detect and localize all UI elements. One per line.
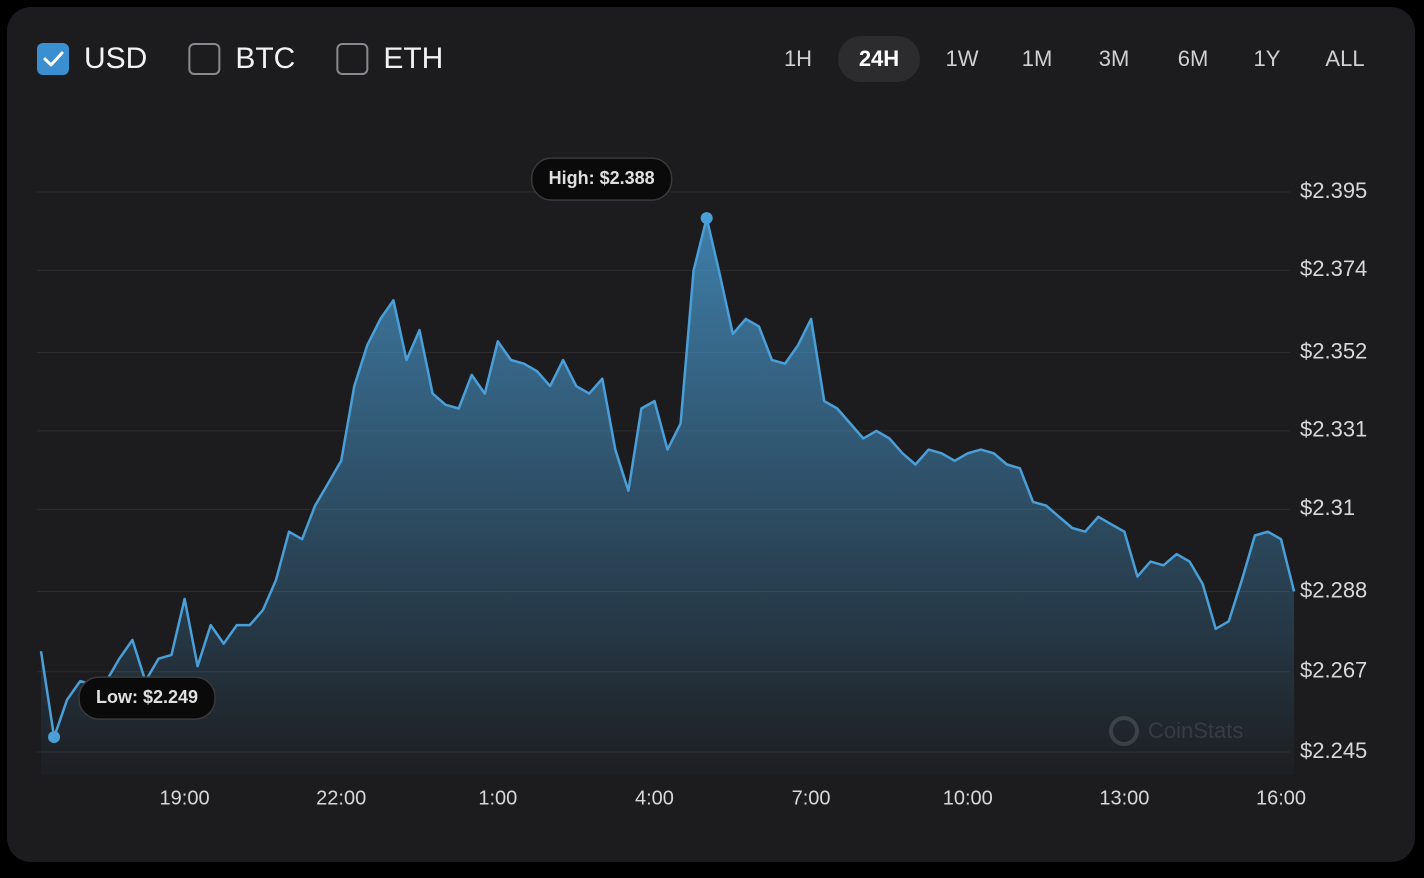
y-tick-label: $2.352 [1300, 338, 1367, 363]
low-annotation: Low: $2.249 [78, 676, 216, 720]
x-tick-label: 7:00 [792, 787, 831, 809]
checkbox [188, 43, 221, 75]
currency-toggle[interactable]: ETH [336, 42, 443, 75]
range-button[interactable]: 1H [784, 46, 812, 71]
range-label: 3M [1099, 46, 1130, 71]
check-mark [43, 51, 64, 67]
currency-toggle[interactable]: BTC [188, 42, 295, 75]
currency-toggle[interactable]: USD [37, 42, 147, 75]
y-tick-label: $2.245 [1300, 738, 1367, 763]
y-tick-label: $2.288 [1300, 577, 1367, 602]
range-button[interactable]: 6M [1178, 46, 1209, 71]
y-tick-label: $2.331 [1300, 417, 1367, 442]
x-tick-label: 1:00 [478, 787, 517, 809]
range-label: 1Y [1254, 46, 1281, 71]
range-label: ALL [1325, 46, 1364, 71]
low-point [48, 731, 61, 744]
annotation-box [530, 157, 673, 201]
area [41, 218, 1295, 776]
x-tick-label: 4:00 [635, 787, 674, 809]
x-tick-label: 22:00 [316, 787, 366, 809]
currency-label: USD [84, 42, 147, 75]
y-tick-label: $2.267 [1300, 658, 1367, 683]
annotation-label: High: $2.388 [549, 168, 655, 188]
annotation-label: Low: $2.249 [96, 687, 198, 707]
range-button[interactable]: 1W [946, 46, 979, 71]
high-annotation: High: $2.388 [530, 157, 673, 201]
range-label: 6M [1178, 46, 1209, 71]
annotation-box [78, 676, 216, 720]
checkbox [37, 43, 69, 75]
range-label: 24H [859, 46, 899, 71]
currency-label: BTC [235, 42, 295, 75]
range-button[interactable]: ALL [1325, 46, 1364, 71]
checkbox [336, 43, 369, 75]
currency-label: ETH [383, 42, 443, 75]
range-button[interactable]: 3M [1099, 46, 1130, 71]
range-label: 1M [1022, 46, 1053, 71]
range-button[interactable]: 1M [1022, 46, 1053, 71]
y-tick-label: $2.395 [1300, 178, 1367, 203]
high-point [700, 212, 713, 225]
x-tick-label: 10:00 [943, 787, 993, 809]
x-tick-label: 19:00 [160, 787, 210, 809]
x-tick-label: 13:00 [1099, 787, 1149, 809]
range-label: 1H [784, 46, 812, 71]
y-tick-label: $2.31 [1300, 495, 1355, 520]
range-label: 1W [946, 46, 979, 71]
x-tick-label: 16:00 [1256, 787, 1306, 809]
active-pill [838, 36, 920, 82]
line [39, 216, 1296, 739]
y-tick-label: $2.374 [1300, 256, 1367, 281]
range-button[interactable]: 1Y [1254, 46, 1281, 71]
range-button[interactable]: 24H [838, 36, 920, 82]
